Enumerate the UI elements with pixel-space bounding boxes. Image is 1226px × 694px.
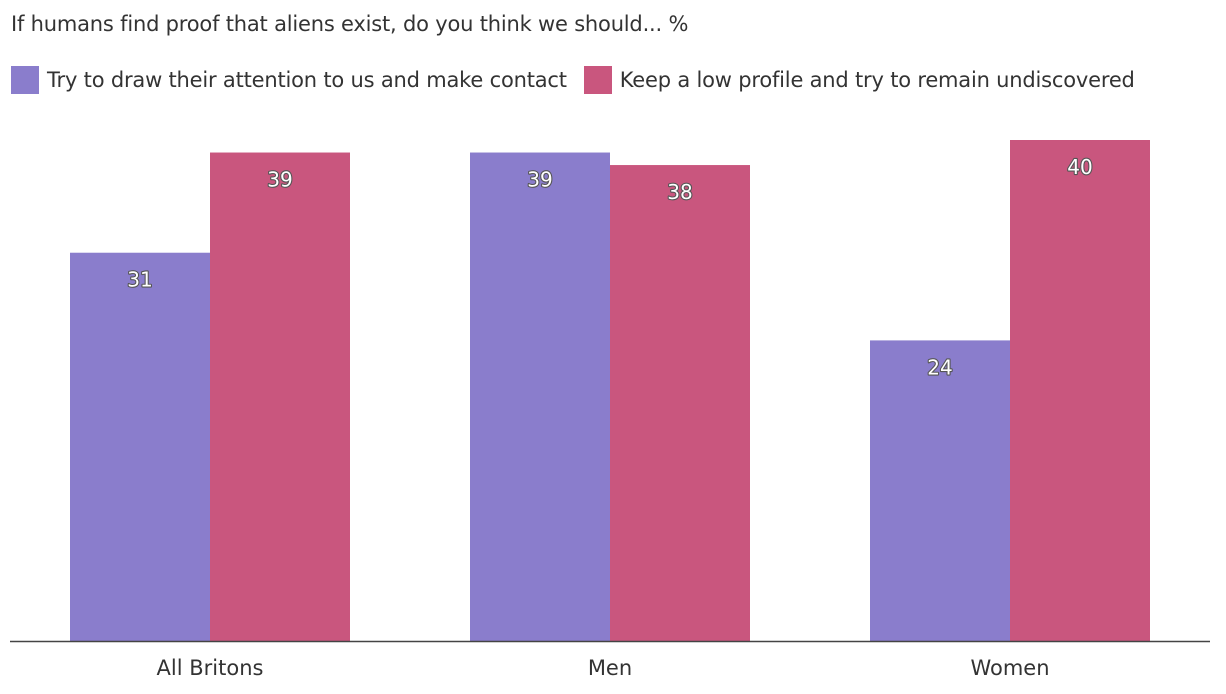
- data-label-men-series-2: 38: [667, 180, 692, 204]
- bar-women-series-2[interactable]: [1010, 140, 1150, 641]
- chart-title: If humans find proof that aliens exist, …: [11, 12, 689, 36]
- legend-item-low-profile[interactable]: Keep a low profile and try to remain und…: [583, 66, 1135, 94]
- data-label-men-series-1: 39: [527, 168, 552, 192]
- category-label-men: Men: [588, 656, 632, 680]
- bar-all-britons-series-1[interactable]: [70, 252, 210, 641]
- data-label-women-series-2: 40: [1067, 155, 1092, 179]
- labels-layer: 31 39 All Britons 39 38 Men 24 40 Women: [126, 154, 1094, 680]
- data-label-all-britons-series-2: 39: [267, 168, 292, 192]
- bar-men-series-1[interactable]: [470, 152, 610, 641]
- legend: Try to draw their attention to us and ma…: [11, 64, 1152, 96]
- legend-swatch-low-profile: [583, 66, 612, 94]
- legend-label-low-profile: Keep a low profile and try to remain und…: [619, 68, 1135, 92]
- bar-men-series-2[interactable]: [610, 165, 750, 642]
- bar-women-series-1[interactable]: [870, 340, 1010, 641]
- legend-swatch-make-contact: [11, 66, 39, 94]
- data-label-all-britons-series-1: 31: [127, 268, 152, 292]
- data-label-women-series-1: 24: [927, 355, 952, 379]
- bar-all-britons-series-2[interactable]: [210, 152, 350, 641]
- legend-label-make-contact: Try to draw their attention to us and ma…: [47, 68, 567, 92]
- bars-layer: [70, 140, 1150, 642]
- category-label-all-britons: All Britons: [157, 656, 264, 680]
- category-label-women: Women: [970, 656, 1049, 680]
- legend-item-make-contact[interactable]: Try to draw their attention to us and ma…: [11, 66, 567, 94]
